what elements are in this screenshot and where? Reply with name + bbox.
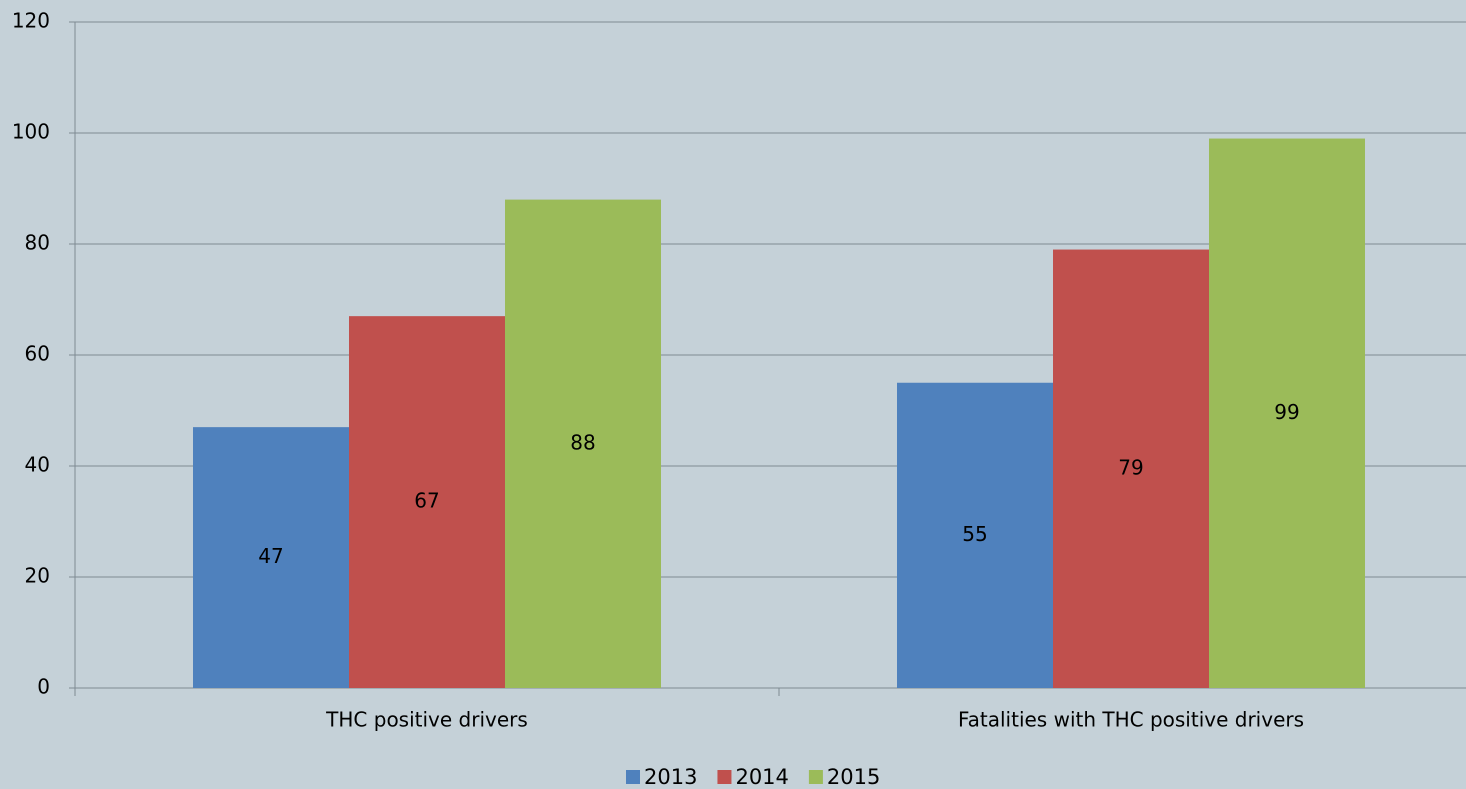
- bar: [1209, 138, 1365, 689]
- y-tick-label: 100: [12, 120, 50, 144]
- legend-swatch: [808, 770, 823, 784]
- y-tick-label: 20: [25, 564, 50, 588]
- data-label: 47: [258, 544, 283, 568]
- bar: [1053, 249, 1209, 689]
- legend-label: 2015: [827, 765, 880, 789]
- y-tick-label: 60: [25, 342, 50, 366]
- data-label: 99: [1274, 400, 1299, 424]
- x-tick-label: THC positive drivers: [325, 708, 528, 732]
- y-tick-label: 0: [37, 675, 50, 699]
- legend-swatch: [626, 770, 640, 784]
- y-tick-label: 120: [12, 9, 50, 33]
- x-tick-label: Fatalities with THC positive drivers: [958, 708, 1304, 732]
- bar: [505, 199, 661, 688]
- legend-swatch: [717, 770, 732, 784]
- y-tick-label: 80: [25, 231, 50, 255]
- data-label: 88: [570, 430, 595, 454]
- legend-label: 2014: [735, 765, 788, 789]
- legend: 2013 2014 2015: [626, 765, 880, 789]
- legend-label: 2013: [644, 765, 697, 789]
- y-tick-label: 40: [25, 453, 50, 477]
- data-label: 55: [962, 522, 987, 546]
- bar: [193, 427, 349, 688]
- data-label: 67: [414, 489, 439, 513]
- bar: [897, 382, 1053, 688]
- bar: [349, 316, 505, 688]
- data-label: 79: [1118, 455, 1143, 479]
